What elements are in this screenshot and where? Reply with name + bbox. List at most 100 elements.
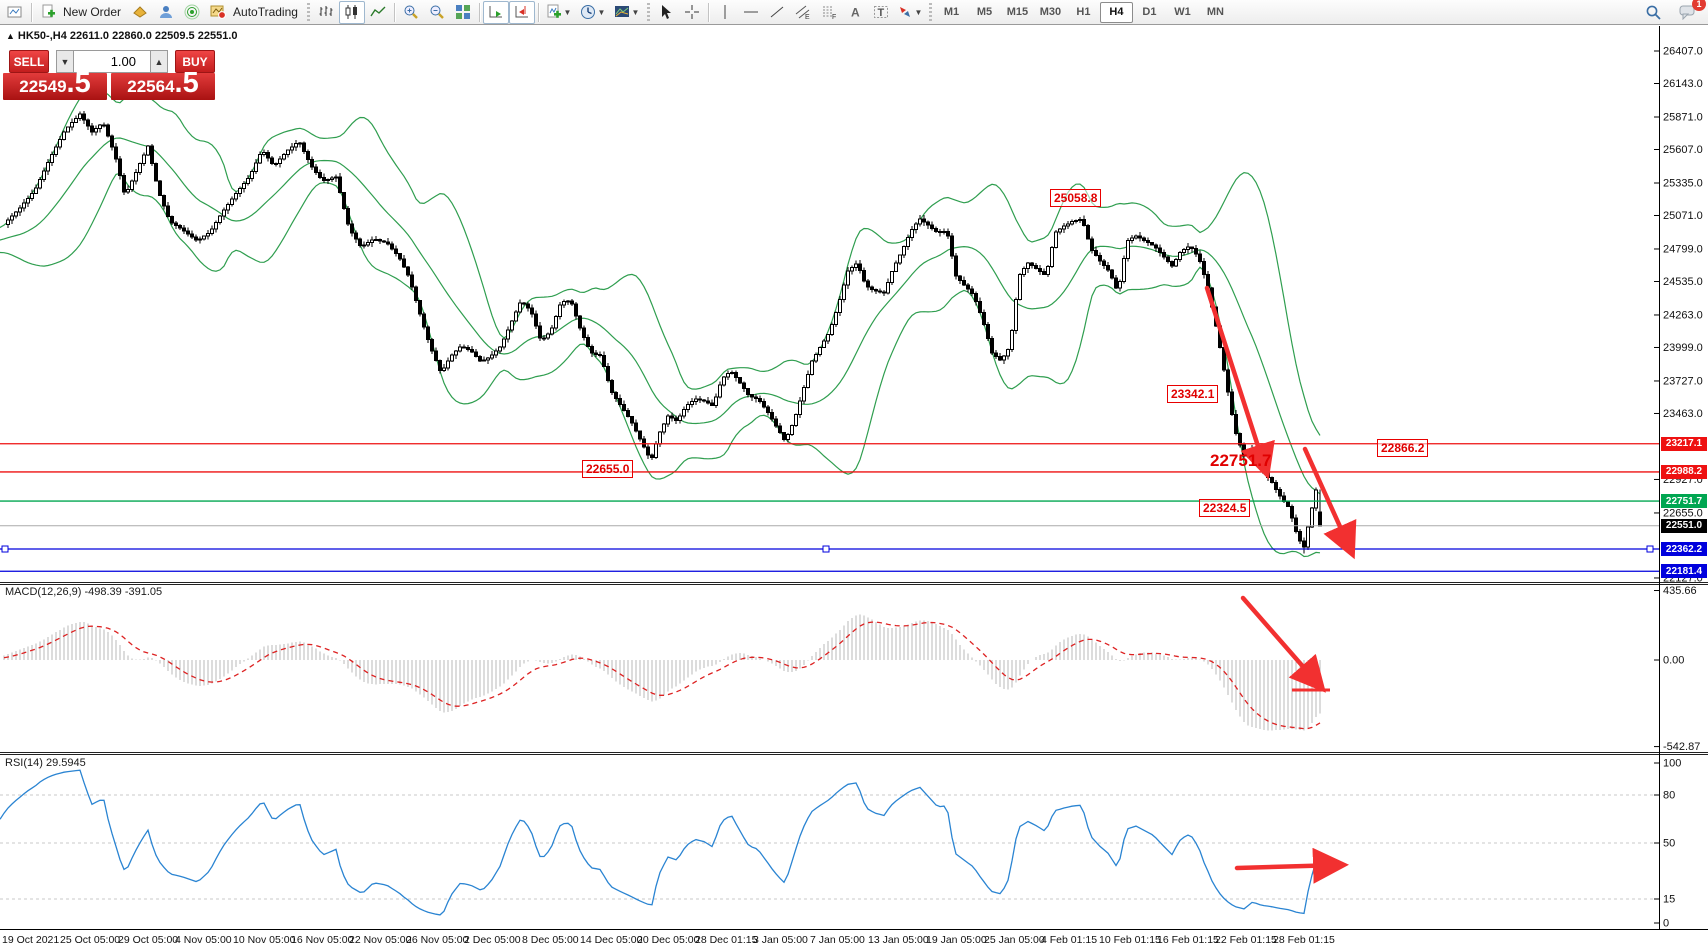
buy-price-frac: .5 bbox=[174, 67, 199, 99]
candles bbox=[6, 110, 1322, 554]
candlestick-chart-icon[interactable] bbox=[338, 0, 365, 24]
svg-text:50: 50 bbox=[1663, 838, 1675, 850]
zoom-in-icon[interactable] bbox=[398, 1, 424, 24]
chat-icon[interactable]: 1 bbox=[1674, 0, 1706, 24]
chart-area: 26407.0 26143.0 25871.0 25607.0 25335.0 25071… bbox=[0, 26, 1708, 949]
timeframe-M30[interactable]: M30 bbox=[1039, 6, 1062, 18]
templates-icon[interactable]: ▼ bbox=[610, 1, 644, 24]
collapse-triangle-icon[interactable]: ▲ bbox=[6, 31, 15, 41]
zoom-out-icon[interactable] bbox=[424, 1, 450, 24]
volume-input[interactable] bbox=[74, 50, 150, 73]
macd-main-value: -498.39 bbox=[84, 586, 122, 598]
volume-increase-button[interactable]: ▲ bbox=[150, 50, 168, 73]
drawn-arrows[interactable] bbox=[1204, 285, 1357, 884]
timeframe-H1[interactable]: H1 bbox=[1076, 6, 1091, 18]
auto-scroll-icon[interactable] bbox=[482, 0, 509, 24]
indicators-icon[interactable]: ▼ bbox=[542, 1, 576, 24]
trendline-tool-icon[interactable] bbox=[764, 1, 790, 24]
macd-signal-value: -391.05 bbox=[124, 586, 163, 598]
svg-text:28 Feb 01:15: 28 Feb 01:15 bbox=[1273, 934, 1335, 946]
svg-text:23999.0: 23999.0 bbox=[1663, 342, 1703, 354]
horizontal-line-tool-icon[interactable] bbox=[738, 1, 764, 24]
autotrading-icon[interactable] bbox=[205, 1, 231, 24]
svg-text:14 Dec 05:00: 14 Dec 05:00 bbox=[580, 934, 643, 946]
toolbar-grip[interactable] bbox=[306, 3, 310, 21]
macd-histogram bbox=[3, 614, 1321, 731]
annotation-22324.5[interactable]: 22324.5 bbox=[1199, 499, 1251, 517]
cursor-icon[interactable] bbox=[653, 1, 679, 24]
timeframe-M1[interactable]: M1 bbox=[943, 6, 960, 18]
divider bbox=[478, 2, 480, 22]
line-chart-icon[interactable] bbox=[365, 1, 391, 24]
buy-button[interactable]: BUY bbox=[175, 50, 215, 73]
annotation-23342.1[interactable]: 23342.1 bbox=[1167, 385, 1219, 403]
equidistant-channel-tool-icon[interactable]: E bbox=[790, 1, 816, 24]
svg-text:26 Nov 05:00: 26 Nov 05:00 bbox=[406, 934, 469, 946]
svg-text:-542.87: -542.87 bbox=[1663, 741, 1700, 753]
chart-shift-icon[interactable] bbox=[508, 0, 535, 24]
text-tool-icon[interactable]: A bbox=[842, 1, 868, 24]
svg-text:24535.0: 24535.0 bbox=[1663, 276, 1703, 288]
svg-text:20 Dec 05:00: 20 Dec 05:00 bbox=[637, 934, 700, 946]
svg-text:25071.0: 25071.0 bbox=[1663, 210, 1703, 222]
community-icon[interactable] bbox=[153, 1, 179, 24]
chart-window-icon[interactable] bbox=[2, 1, 28, 24]
timeframe-M5[interactable]: M5 bbox=[976, 6, 993, 18]
bar-chart-icon[interactable] bbox=[313, 1, 339, 24]
channel-letter: E bbox=[805, 14, 810, 20]
toolbar-grip[interactable] bbox=[928, 3, 932, 21]
svg-text:8 Dec 05:00: 8 Dec 05:00 bbox=[522, 934, 579, 946]
chart-canvas[interactable]: 26407.0 26143.0 25871.0 25607.0 25335.0 25071… bbox=[0, 26, 1708, 949]
text-label-tool-icon[interactable]: T bbox=[868, 1, 894, 24]
divider bbox=[537, 2, 539, 22]
toolbar-grip[interactable] bbox=[646, 3, 650, 21]
svg-text:16 Feb 01:15: 16 Feb 01:15 bbox=[1157, 934, 1219, 946]
tile-windows-icon[interactable] bbox=[450, 1, 476, 24]
volume-decrease-button[interactable]: ▼ bbox=[56, 50, 74, 73]
symbol-title: ▲ HK50-,H4 22611.0 22860.0 22509.5 22551.… bbox=[6, 30, 238, 42]
fibonacci-tool-icon[interactable]: F bbox=[816, 1, 842, 24]
svg-text:22 Feb 01:15: 22 Feb 01:15 bbox=[1215, 934, 1277, 946]
svg-text:28 Dec 01:15: 28 Dec 01:15 bbox=[695, 934, 758, 946]
rsi-line bbox=[0, 769, 1321, 916]
new-order-icon[interactable] bbox=[35, 1, 61, 24]
timeframe-D1[interactable]: D1 bbox=[1142, 6, 1157, 18]
line-selection-handle[interactable] bbox=[1, 545, 9, 553]
svg-text:25 Oct 05:00: 25 Oct 05:00 bbox=[60, 934, 120, 946]
signals-icon[interactable] bbox=[179, 1, 205, 24]
annotation-22655.0[interactable]: 22655.0 bbox=[582, 460, 634, 478]
notification-badge: 1 bbox=[1692, 0, 1706, 11]
divider bbox=[393, 2, 395, 22]
timeframe-W1[interactable]: W1 bbox=[1174, 6, 1191, 18]
svg-text:26143.0: 26143.0 bbox=[1663, 78, 1703, 90]
search-icon[interactable] bbox=[1640, 1, 1666, 24]
metaeditor-icon[interactable] bbox=[127, 1, 153, 24]
annotation-22866.2[interactable]: 22866.2 bbox=[1377, 439, 1429, 457]
timeframe-MN[interactable]: MN bbox=[1206, 6, 1224, 18]
crosshair-icon[interactable] bbox=[679, 1, 705, 24]
annotation-22751.7[interactable]: 22751.7 bbox=[1210, 451, 1272, 470]
price-tag-22551.0: 22551.0 bbox=[1661, 518, 1707, 533]
sell-price-panel[interactable]: 22549.5 bbox=[3, 69, 107, 100]
svg-text:25335.0: 25335.0 bbox=[1663, 177, 1703, 189]
annotation-25058.8[interactable]: 25058.8 bbox=[1050, 189, 1102, 207]
line-selection-handle[interactable] bbox=[822, 545, 830, 553]
svg-text:7 Jan 05:00: 7 Jan 05:00 bbox=[810, 934, 865, 946]
autotrading-label[interactable]: AutoTrading bbox=[233, 5, 298, 19]
svg-text:13 Jan 05:00: 13 Jan 05:00 bbox=[868, 934, 929, 946]
line-selection-handle[interactable] bbox=[1646, 545, 1654, 553]
periods-icon[interactable]: ▼ bbox=[576, 1, 610, 24]
svg-text:25871.0: 25871.0 bbox=[1663, 111, 1703, 123]
new-order-label[interactable]: New Order bbox=[63, 5, 122, 19]
buy-price-panel[interactable]: 22564.5 bbox=[111, 67, 215, 100]
arrows-tool-icon[interactable]: ▼ bbox=[894, 1, 926, 24]
buy-price-main: 22564 bbox=[127, 77, 175, 96]
timeframe-M15[interactable]: M15 bbox=[1006, 6, 1029, 18]
sell-button[interactable]: SELL bbox=[9, 50, 49, 73]
svg-text:25 Jan 05:00: 25 Jan 05:00 bbox=[984, 934, 1045, 946]
timeframe-H4[interactable]: H4 bbox=[1099, 1, 1133, 23]
svg-text:435.66: 435.66 bbox=[1663, 585, 1697, 597]
price-tag-22362.2: 22362.2 bbox=[1661, 542, 1707, 556]
vertical-line-tool-icon[interactable] bbox=[712, 1, 738, 24]
